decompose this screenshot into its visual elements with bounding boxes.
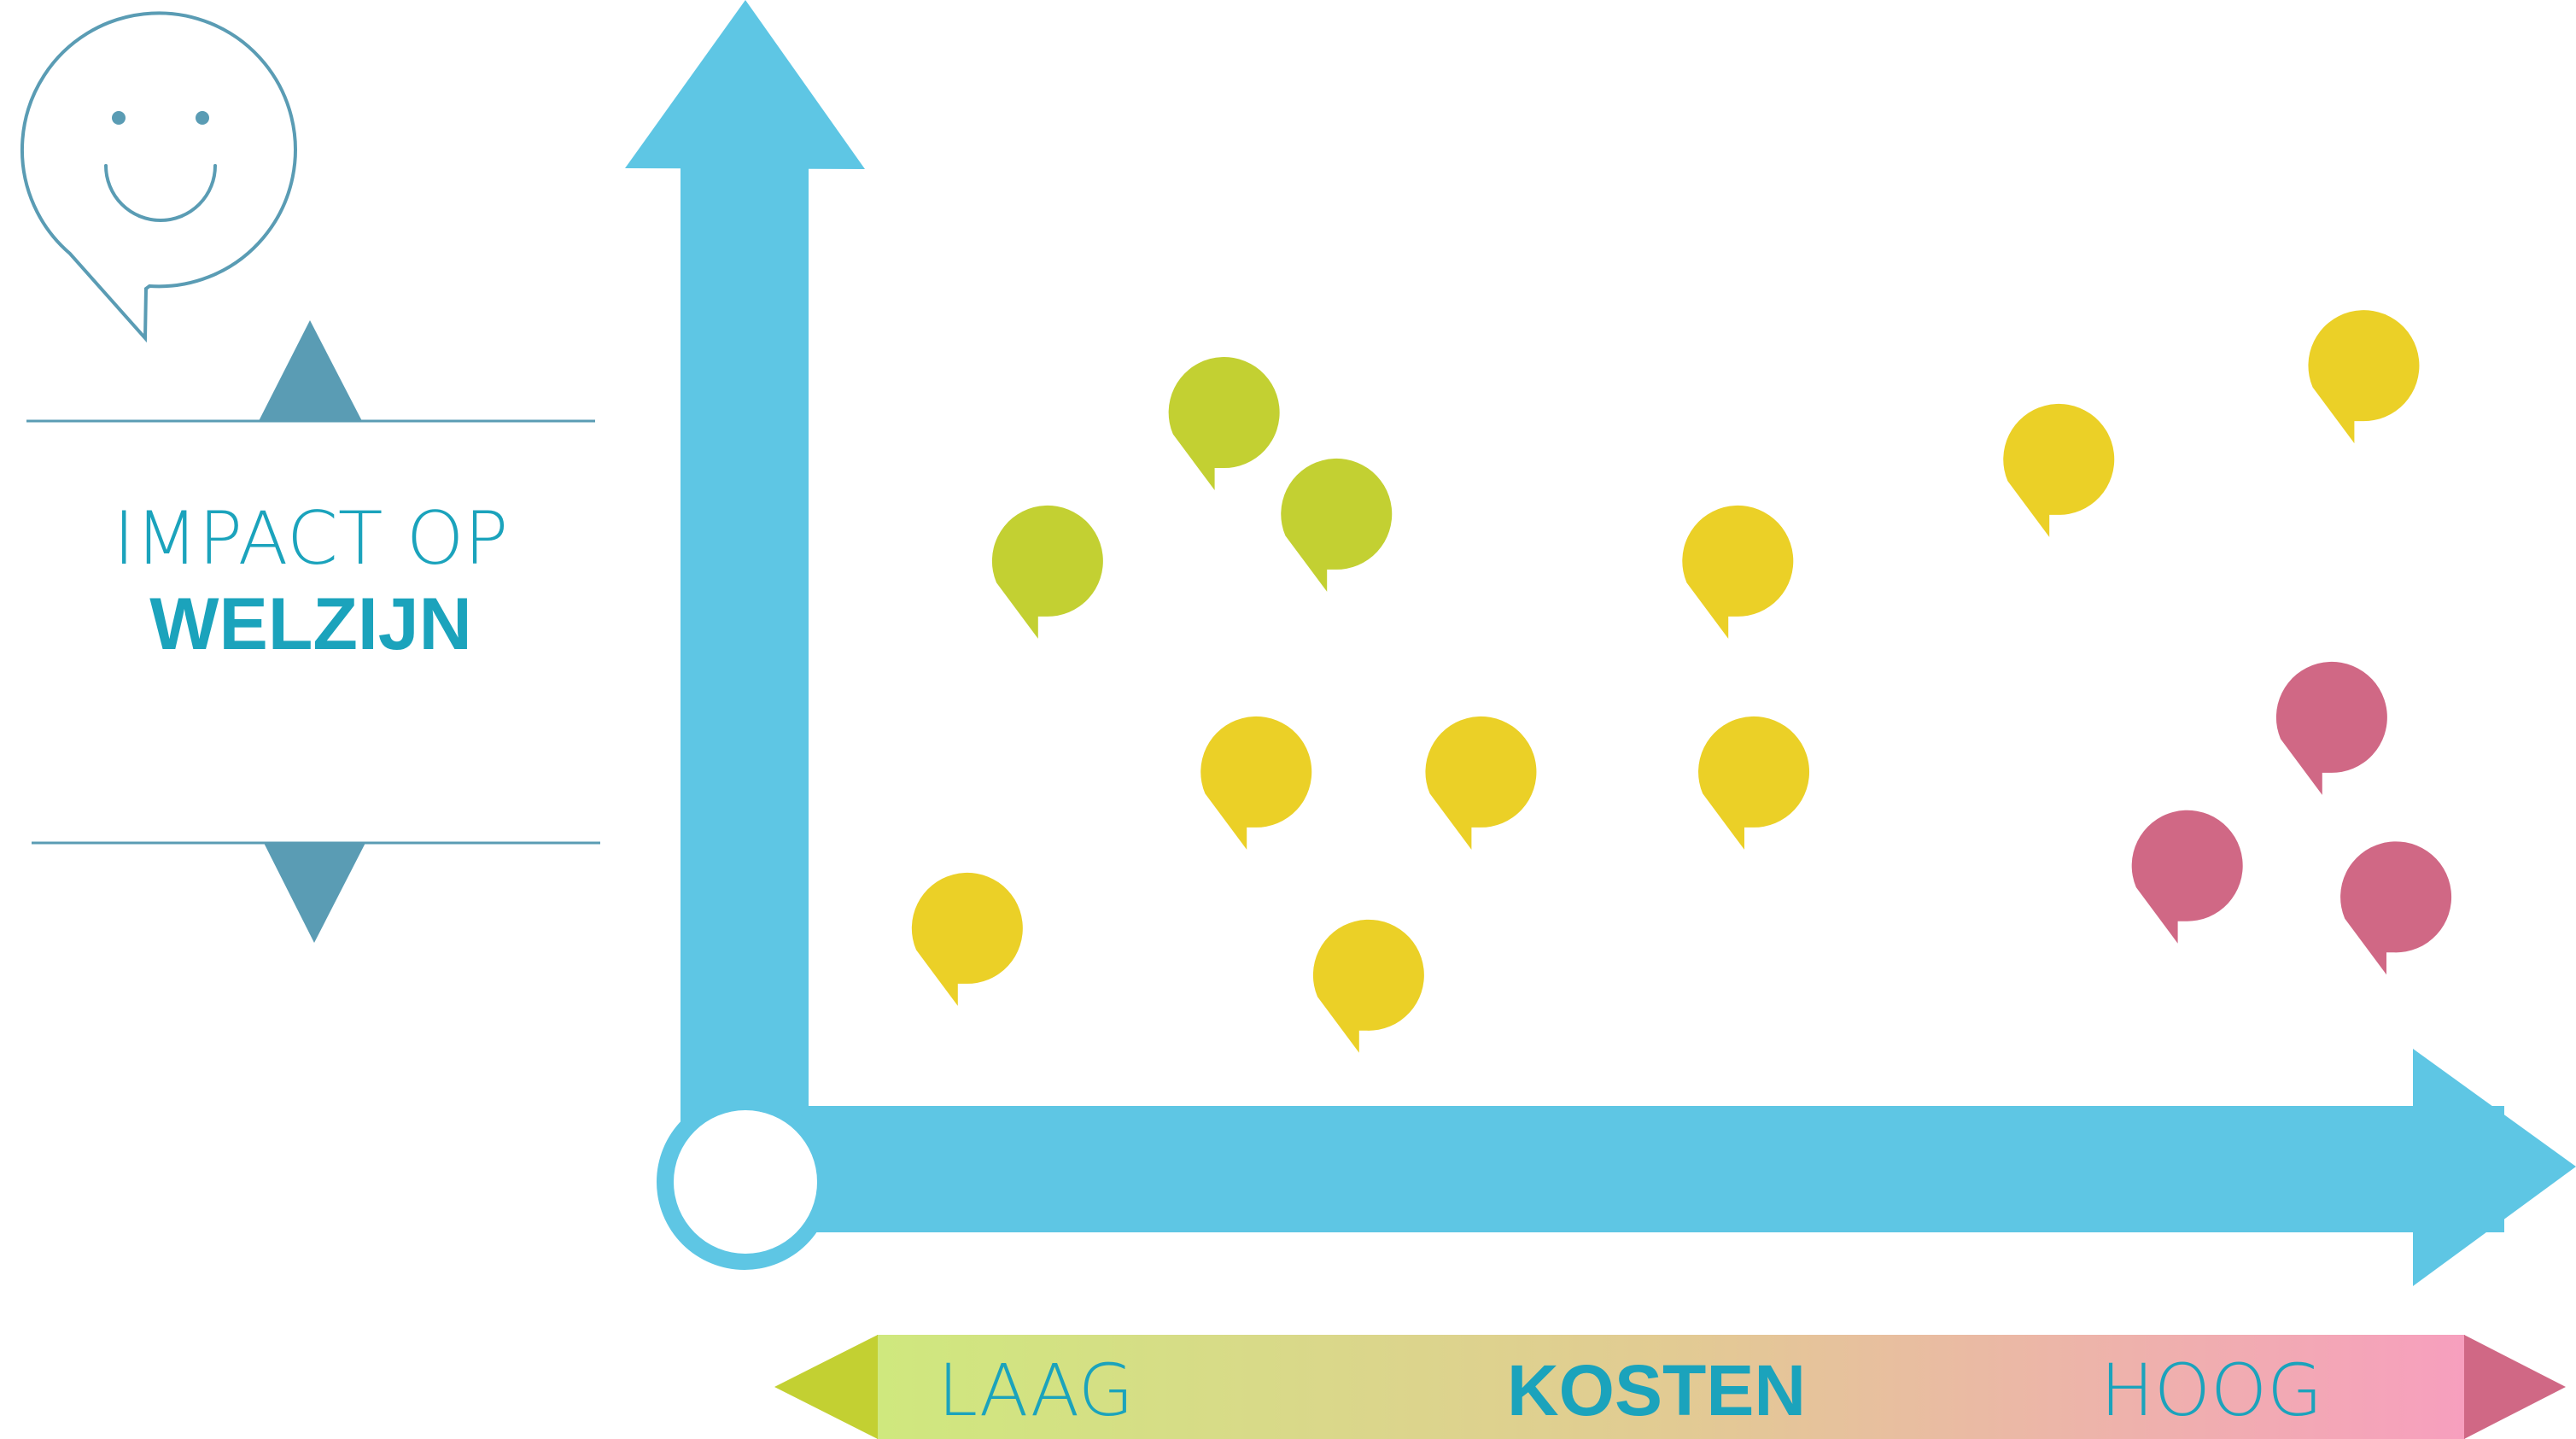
up-triangle-marker: [259, 320, 362, 421]
cost-gradient-bar: [877, 1335, 2465, 1439]
bubble-marker-green: [1281, 458, 1393, 592]
high-cost-arrowhead: [2464, 1335, 2566, 1439]
smiley-speech-bubble-icon: [20, 11, 297, 343]
x-axis-arrow: [745, 1049, 2576, 1286]
bubble-marker-pink: [2340, 841, 2452, 975]
y-axis-arrow: [625, 0, 865, 1187]
bubble-marker-yellow: [911, 872, 1023, 1006]
bubble-marker-green: [991, 505, 1103, 639]
bubble-marker-yellow: [2003, 403, 2115, 537]
origin-circle-inner: [674, 1110, 817, 1254]
y-axis-label-light: IMPACT OP: [114, 496, 509, 582]
bubble-marker-pink: [2275, 661, 2387, 795]
bubble-marker-yellow: [1698, 716, 1810, 850]
down-triangle-marker: [264, 843, 365, 943]
cost-label-low: LAAG: [938, 1348, 1134, 1432]
y-axis-label-bold: WELZIJN: [149, 583, 471, 665]
bubble-marker-yellow: [1682, 505, 1794, 639]
bubble-marker-yellow: [2308, 310, 2420, 444]
bubble-marker-yellow: [1425, 716, 1537, 850]
cost-label-high: HOOG: [2100, 1348, 2323, 1432]
bubble-marker-green: [1168, 357, 1280, 490]
bubble-markers: [911, 310, 2452, 1053]
low-cost-arrowhead: [774, 1335, 878, 1439]
bubble-marker-yellow: [1200, 716, 1312, 850]
cost-label-bold: KOSTEN: [1507, 1350, 1806, 1430]
bubble-marker-pink: [2131, 810, 2243, 944]
bubble-marker-yellow: [1312, 919, 1424, 1053]
cost-scale-bar: LAAG KOSTEN HOOG: [774, 1335, 2566, 1439]
